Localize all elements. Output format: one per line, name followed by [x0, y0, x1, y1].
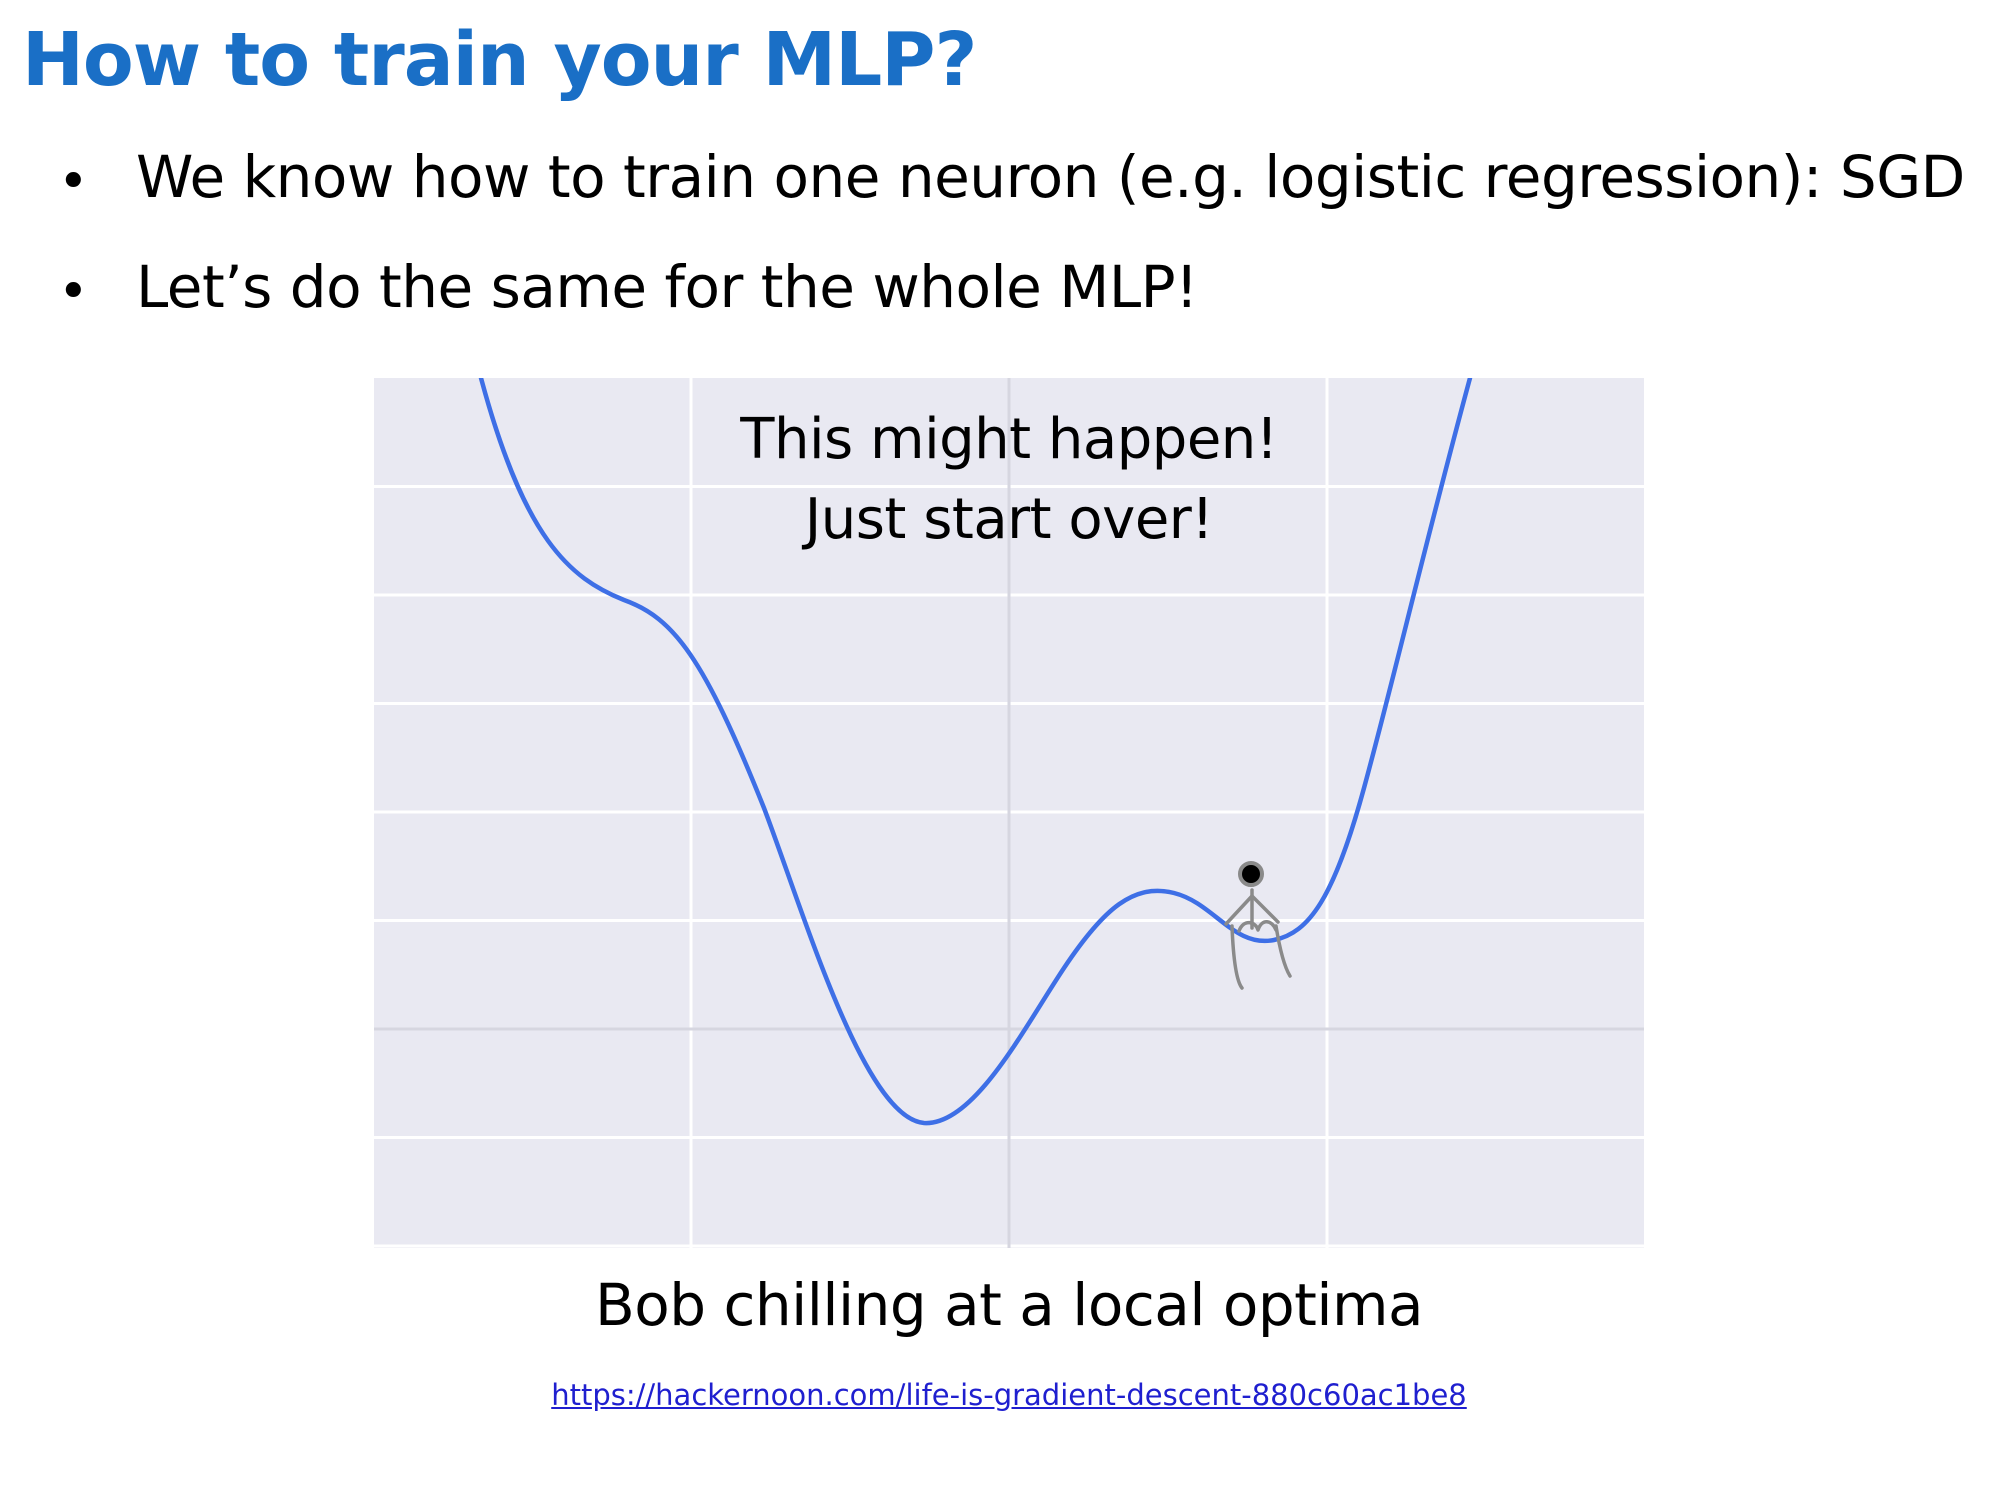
ball-icon — [1238, 861, 1264, 887]
loss-curve — [478, 378, 1473, 1126]
grid-vertical-lines — [689, 378, 1329, 1248]
loss-landscape-plot — [374, 378, 1644, 1248]
figure-caption: Bob chilling at a local optima — [594, 1271, 1424, 1339]
slide-title: How to train your MLP? — [22, 17, 977, 103]
source-link-container: https://hackernoon.com/life-is-gradient-… — [374, 1378, 1644, 1412]
annotation-line-2: Just start over! — [804, 487, 1214, 552]
bullet-text: Let’s do the same for the whole MLP! — [136, 253, 1198, 321]
bullet-text: We know how to train one neuron (e.g. lo… — [136, 143, 1965, 211]
person-sitting-icon — [1224, 888, 1292, 990]
source-link[interactable]: https://hackernoon.com/life-is-gradient-… — [551, 1378, 1467, 1412]
annotation-line-1: This might happen! — [740, 407, 1278, 472]
bullet-marker: • — [58, 152, 89, 212]
loss-landscape-figure — [374, 378, 1644, 1248]
bullet-marker: • — [58, 262, 89, 322]
